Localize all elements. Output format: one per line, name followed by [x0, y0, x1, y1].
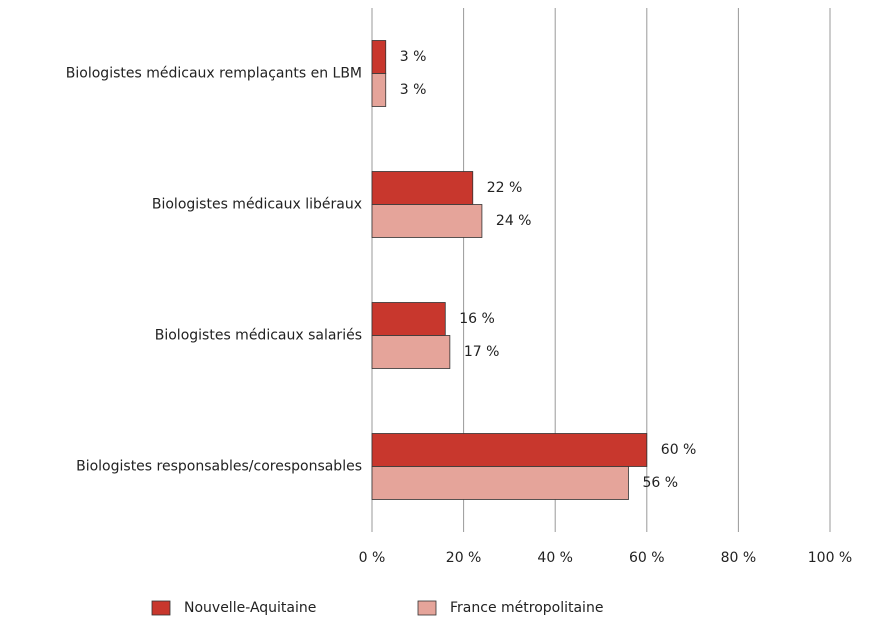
bar [371, 171, 474, 205]
bar [371, 204, 483, 238]
value-label: 3 % [400, 82, 427, 98]
value-label: 56 % [642, 475, 678, 491]
category-label: Biologistes médicaux salariés [155, 328, 362, 344]
x-tick-label: 40 % [537, 550, 573, 566]
value-label: 22 % [487, 180, 523, 196]
value-label: 17 % [464, 344, 500, 360]
x-tick-label: 20 % [446, 550, 482, 566]
bar [371, 335, 451, 369]
value-label: 24 % [496, 213, 532, 229]
value-label: 3 % [400, 49, 427, 65]
bar [371, 73, 387, 107]
legend-label: France métropolitaine [450, 600, 603, 616]
value-label: 60 % [661, 442, 697, 458]
x-tick-label: 0 % [359, 550, 386, 566]
legend-label: Nouvelle-Aquitaine [184, 600, 316, 616]
value-label: 16 % [459, 311, 495, 327]
bar [371, 433, 648, 467]
x-tick-label: 60 % [629, 550, 665, 566]
category-label: Biologistes médicaux libéraux [152, 197, 362, 213]
legend-swatch [417, 600, 437, 616]
x-tick-label: 80 % [721, 550, 757, 566]
bar [371, 302, 446, 336]
bar [371, 466, 629, 500]
bar [371, 40, 387, 74]
category-label: Biologistes médicaux remplaçants en LBM [66, 66, 362, 82]
category-label: Biologistes responsables/coresponsables [76, 459, 362, 475]
legend-swatch [151, 600, 171, 616]
x-tick-label: 100 % [808, 550, 852, 566]
